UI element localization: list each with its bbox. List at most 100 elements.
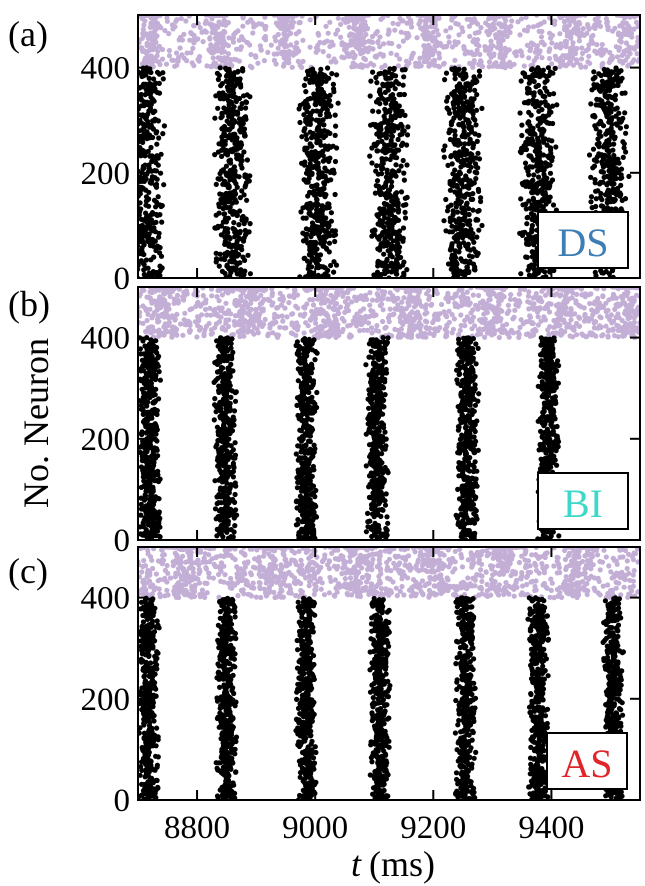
spike: [389, 228, 394, 233]
spike: [595, 50, 600, 55]
spike: [564, 41, 569, 46]
spike: [443, 197, 448, 202]
spike: [336, 101, 341, 106]
spike: [445, 106, 450, 111]
spike: [385, 81, 390, 86]
spike: [283, 43, 288, 48]
spike: [442, 155, 447, 160]
spike: [460, 272, 465, 277]
spike: [538, 48, 543, 53]
spike: [461, 146, 466, 151]
spike: [126, 137, 131, 142]
spike: [409, 56, 414, 61]
spike: [130, 177, 135, 182]
spike: [467, 24, 472, 29]
spike: [331, 270, 336, 275]
spike: [219, 126, 224, 131]
spike: [456, 32, 461, 37]
spike: [220, 58, 225, 63]
spike: [386, 188, 391, 193]
spike: [540, 40, 545, 45]
spike: [621, 51, 626, 56]
spike: [630, 60, 635, 65]
spike: [172, 64, 177, 69]
spike: [396, 137, 401, 142]
spike: [174, 17, 179, 22]
spike: [393, 101, 398, 106]
spike: [446, 204, 451, 209]
spike: [448, 246, 453, 251]
spike: [443, 28, 448, 33]
spike: [243, 117, 248, 122]
spike: [487, 30, 492, 35]
spike: [469, 96, 474, 101]
spike: [230, 226, 235, 231]
spike: [401, 171, 406, 176]
spike: [533, 50, 538, 55]
spike: [269, 43, 274, 48]
spike: [317, 175, 322, 180]
spike: [368, 123, 373, 128]
spike: [131, 115, 136, 120]
spike: [182, 56, 187, 61]
spike: [471, 240, 476, 245]
spike: [237, 128, 242, 133]
spike: [328, 263, 333, 268]
spike: [249, 65, 254, 70]
spike: [416, 64, 421, 69]
spike: [399, 30, 404, 35]
spike: [326, 76, 331, 81]
spike: [458, 164, 463, 169]
spike: [604, 20, 609, 25]
spike: [314, 213, 319, 218]
spike: [473, 80, 478, 85]
spike: [452, 136, 457, 141]
spike: [131, 154, 136, 159]
spike: [132, 231, 137, 236]
spike: [488, 43, 493, 48]
spike: [380, 96, 385, 101]
spike: [498, 44, 503, 49]
spike: [148, 106, 153, 111]
spike: [615, 54, 620, 59]
spike: [141, 33, 146, 38]
spike: [167, 48, 172, 53]
spike: [498, 64, 503, 69]
spike: [262, 58, 267, 63]
spike: [239, 142, 244, 147]
spike: [240, 24, 245, 29]
spike: [616, 48, 621, 53]
spike: [221, 34, 226, 39]
spike: [459, 153, 464, 158]
spike: [437, 55, 442, 60]
spike: [464, 157, 469, 162]
spike: [239, 34, 244, 39]
spike: [138, 134, 143, 139]
spike: [383, 263, 388, 268]
spike: [526, 25, 531, 30]
spike: [395, 252, 400, 257]
spike: [132, 258, 137, 263]
spike: [148, 257, 153, 262]
spike: [472, 52, 477, 57]
spike: [225, 182, 230, 187]
spike: [130, 262, 135, 267]
spike: [542, 19, 547, 24]
spike: [354, 19, 359, 24]
spike: [458, 96, 463, 101]
spike: [470, 191, 475, 196]
spike: [388, 218, 393, 223]
spike: [132, 272, 137, 277]
spike: [166, 31, 171, 36]
spike: [316, 232, 321, 237]
spike: [396, 168, 401, 173]
spike: [226, 51, 231, 56]
spike: [151, 239, 156, 244]
spike: [318, 252, 323, 257]
spike: [552, 18, 557, 23]
spike: [579, 56, 584, 61]
spike: [329, 40, 334, 45]
spike: [396, 148, 401, 153]
spike: [139, 177, 144, 182]
spike: [218, 115, 223, 120]
